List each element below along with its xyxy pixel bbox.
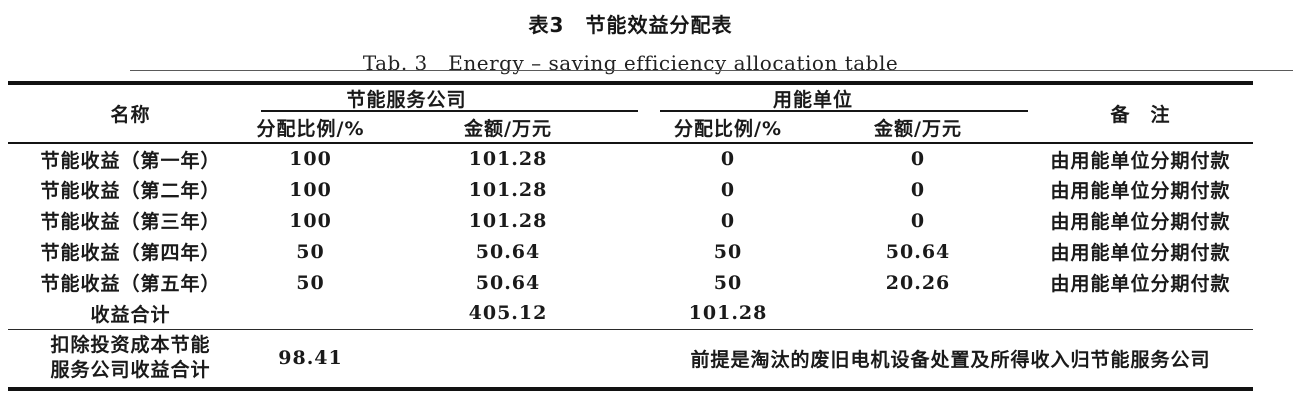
header-group-row: 名称 节能服务公司 用能单位 备 注 <box>8 83 1254 144</box>
cell-esco-amount: 101.28 <box>468 178 548 201</box>
cell-user-ratio: 50 <box>713 271 743 294</box>
cell-remark: 由用能单位分期付款 <box>1050 180 1231 202</box>
cell-name: 节能收益（第三年） <box>40 211 221 233</box>
header-name: 名称 <box>8 83 253 144</box>
cell-esco-ratio: 100 <box>289 209 332 232</box>
cell-remark: 由用能单位分期付款 <box>1050 211 1231 233</box>
header-remark: 备 注 <box>1028 83 1254 144</box>
cell-esco-amount: 50.64 <box>475 271 541 294</box>
cell-name: 节能收益（第五年） <box>40 273 221 295</box>
cell-name: 节能收益（第一年） <box>40 149 221 172</box>
cell-esco-ratio: 50 <box>296 240 325 263</box>
cell-user-ratio: 0 <box>720 178 736 201</box>
cell-user-ratio: 0 <box>720 209 736 232</box>
cell-esco-amount: 50.64 <box>475 240 541 263</box>
cell-remark: 由用能单位分期付款 <box>1050 242 1231 264</box>
table-row: 节能收益（第四年） 50 50.64 50 50.64 由用能单位分期付款 <box>8 236 1253 267</box>
table-caption: 表3 节能效益分配表 Tab. 3 Energy – saving effici… <box>8 9 1253 76</box>
header-group-user-label: 用能单位 <box>773 89 854 111</box>
net-label-text: 扣除投资成本节能 服务公司收益合计 <box>50 334 211 382</box>
cell-esco-amount: 101.28 <box>468 148 548 170</box>
header-sub-row: 分配比例/% 金额/万元 分配比例/% 金额/万元 <box>8 112 1253 144</box>
cell-esco-ratio: 50 <box>296 271 325 294</box>
cell-user-amount: 50.64 <box>885 240 951 263</box>
header-group-esco-label: 节能服务公司 <box>346 89 467 111</box>
cell-total-esco-amount: 405.12 <box>468 302 548 325</box>
cell-user-ratio: 0 <box>720 148 736 170</box>
table-header: 名称 节能服务公司 用能单位 备 注 分配比例/% 金额/万元 分配比例/% 金… <box>8 83 1254 144</box>
cell-total-user-ratio: 101.28 <box>688 302 768 325</box>
cell-total-user-amount <box>808 298 1028 329</box>
cell-remark: 由用能单位分期付款 <box>1050 273 1231 295</box>
scan-artifact-rule <box>130 70 1293 71</box>
header-esco-ratio: 分配比例/% <box>253 112 368 144</box>
table-row: 节能收益（第五年） 50 50.64 50 20.26 由用能单位分期付款 <box>8 267 1253 298</box>
cell-user-amount: 0 <box>910 148 926 170</box>
net-income-row: 扣除投资成本节能 服务公司收益合计 98.41 前提是淘汰的废旧电机设备处置及所得… <box>8 328 1254 389</box>
header-group-esco: 节能服务公司 <box>253 83 648 112</box>
cell-remark: 由用能单位分期付款 <box>1050 149 1231 172</box>
cell-user-ratio: 50 <box>713 240 743 263</box>
cell-user-amount: 20.26 <box>885 271 951 294</box>
header-user-ratio: 分配比例/% <box>648 112 809 144</box>
cell-total-esco-ratio <box>253 298 368 329</box>
cell-esco-amount: 101.28 <box>468 209 548 232</box>
total-row: 收益合计 405.12 101.28 <box>8 298 1253 329</box>
cell-net-empty <box>368 328 649 389</box>
table-row: 节能收益（第二年） 100 101.28 0 0 由用能单位分期付款 <box>8 174 1253 205</box>
table-row: 节能收益（第一年） 100 101.28 0 0 由用能单位分期付款 <box>8 143 1253 174</box>
table-title-en: Tab. 3 Energy – saving efficiency alloca… <box>362 51 899 75</box>
cell-user-amount: 0 <box>910 209 926 232</box>
cell-total-label: 收益合计 <box>90 303 171 326</box>
cell-name: 节能收益（第四年） <box>40 242 221 264</box>
table-row: 节能收益（第三年） 100 101.28 0 0 由用能单位分期付款 <box>8 205 1253 236</box>
cell-total-remark <box>1028 298 1253 329</box>
header-esco-amount: 金额/万元 <box>368 112 649 144</box>
cell-user-amount: 0 <box>910 178 926 201</box>
header-group-user: 用能单位 <box>648 83 1029 112</box>
cell-esco-ratio: 100 <box>289 148 332 170</box>
table-body: 节能收益（第一年） 100 101.28 0 0 由用能单位分期付款 节能收益（… <box>8 143 1254 389</box>
allocation-table: 名称 节能服务公司 用能单位 备 注 分配比例/% 金额/万元 分配比例/% 金… <box>8 81 1254 391</box>
cell-net-label: 扣除投资成本节能 服务公司收益合计 <box>8 328 253 389</box>
header-user-amount: 金额/万元 <box>808 112 1029 144</box>
cell-net-value: 98.41 <box>253 328 368 389</box>
cell-esco-ratio: 100 <box>289 178 332 201</box>
cell-name: 节能收益（第二年） <box>40 180 221 202</box>
table-title-cn: 表3 节能效益分配表 <box>528 13 733 37</box>
cell-net-note: 前提是淘汰的废旧电机设备处置及所得收入归节能服务公司 <box>648 328 1254 389</box>
